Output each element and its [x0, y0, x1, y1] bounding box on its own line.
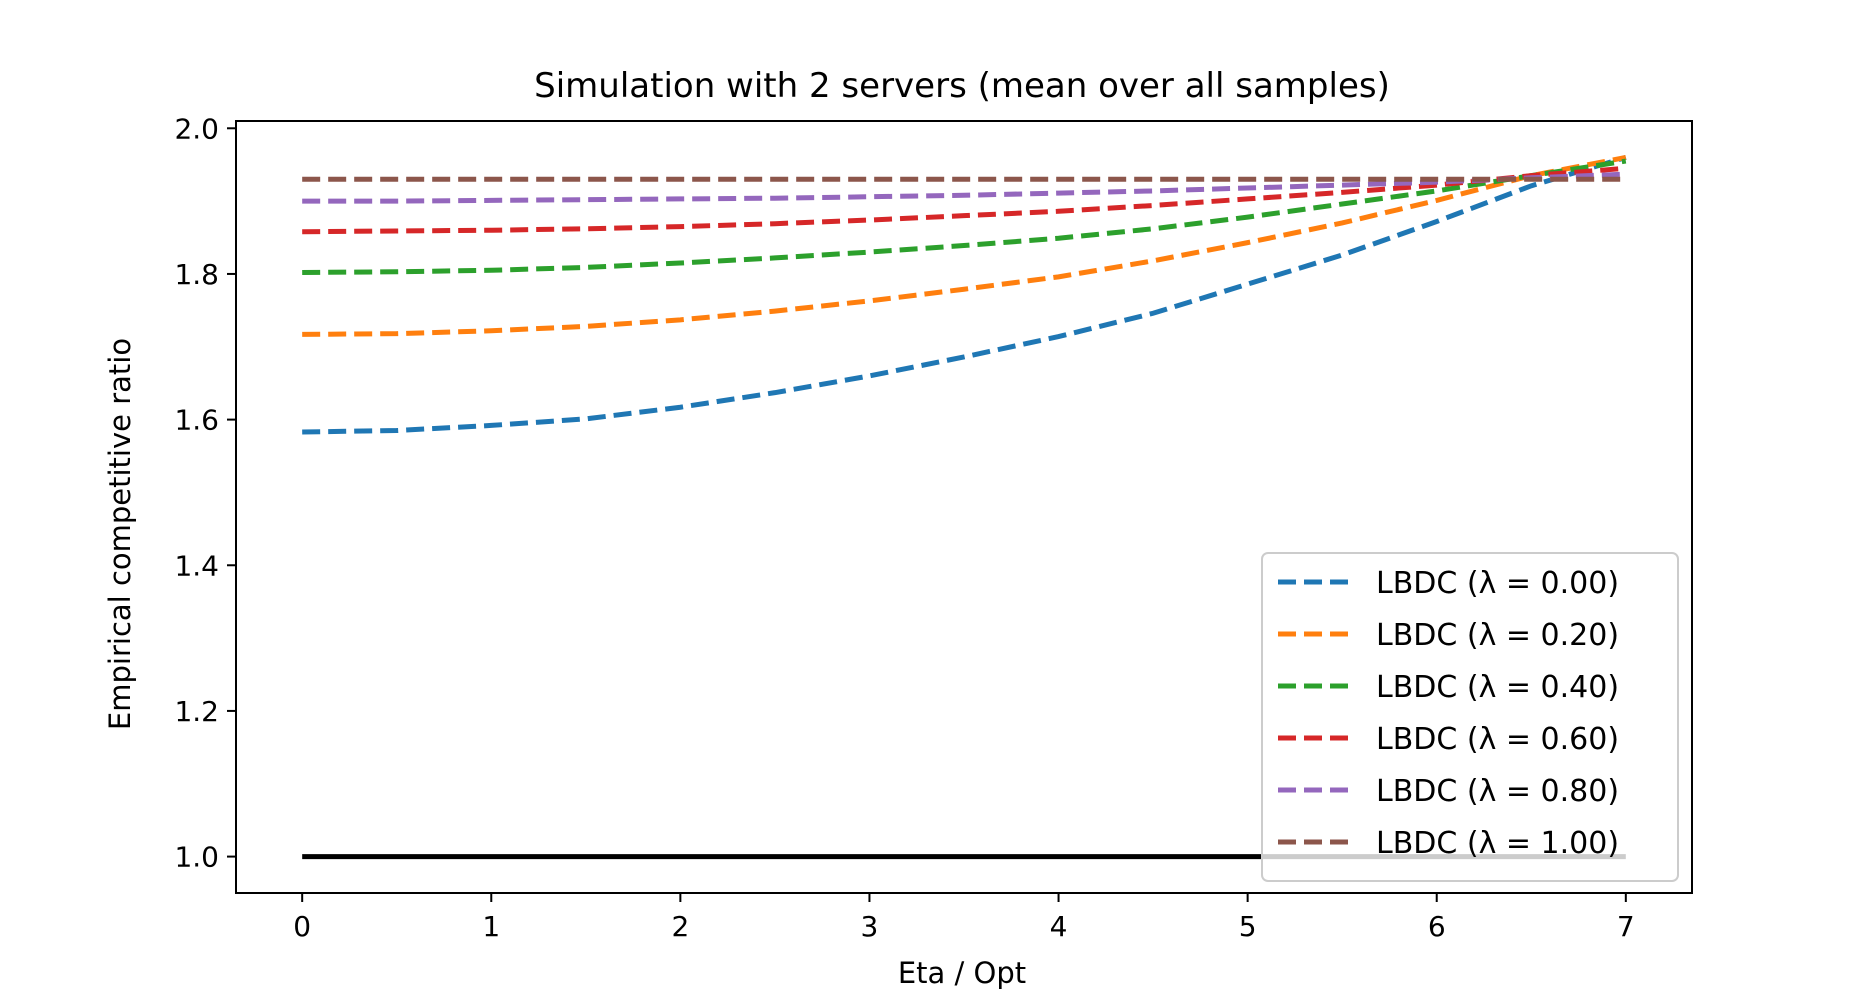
legend-label: LBDC (λ = 0.80) — [1376, 774, 1619, 809]
y-tick-label: 1.8 — [174, 258, 219, 291]
x-axis-label: Eta / Opt — [898, 956, 1026, 989]
y-axis-ticks: 1.0 1.2 1.4 1.6 1.8 2.0 — [174, 112, 236, 874]
y-axis-label: Empirical competitive ratio — [103, 338, 137, 730]
legend-label: LBDC (λ = 0.60) — [1376, 722, 1619, 757]
y-tick-label: 1.6 — [174, 404, 219, 437]
x-tick-label: 7 — [1617, 910, 1635, 943]
series-line-0 — [302, 155, 1627, 435]
legend-label: LBDC (λ = 0.00) — [1376, 566, 1619, 601]
series-layer — [302, 154, 1627, 860]
plot-frame — [235, 120, 1693, 894]
legend-label: LBDC (λ = 1.00) — [1376, 826, 1619, 861]
x-tick-label: 1 — [482, 910, 500, 943]
legend-label: LBDC (λ = 0.20) — [1376, 618, 1619, 653]
series-line-3 — [302, 165, 1627, 235]
x-tick-label: 3 — [861, 910, 879, 943]
series-line-2 — [302, 158, 1627, 275]
x-tick-label: 2 — [671, 910, 689, 943]
legend-label: LBDC (λ = 0.40) — [1376, 670, 1619, 705]
series-line-4 — [302, 171, 1626, 204]
x-tick-label: 0 — [293, 910, 311, 943]
x-tick-label: 4 — [1050, 910, 1068, 943]
legend: LBDC (λ = 0.00) LBDC (λ = 0.20) LBDC (λ = … — [1261, 552, 1679, 882]
y-tick-label: 1.2 — [174, 695, 219, 728]
legend-box — [1261, 552, 1679, 882]
y-tick-label: 2.0 — [174, 112, 219, 145]
y-tick-label: 1.0 — [174, 841, 219, 874]
x-tick-label: 5 — [1239, 910, 1257, 943]
chart-title: Simulation with 2 servers (mean over all… — [534, 66, 1390, 106]
x-tick-label: 6 — [1428, 910, 1446, 943]
series-line-1 — [302, 154, 1627, 337]
x-axis-ticks: 0 1 2 3 4 5 6 7 — [293, 893, 1635, 943]
y-tick-label: 1.4 — [174, 549, 219, 582]
